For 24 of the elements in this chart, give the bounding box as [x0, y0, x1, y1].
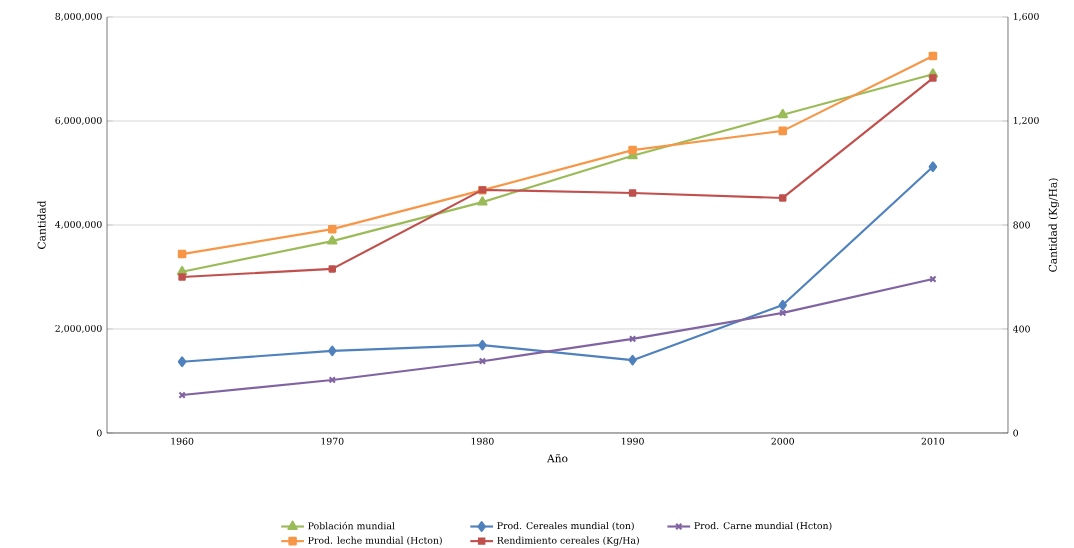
y-tick-label: 0	[96, 429, 102, 437]
x-tick-label: 1970	[321, 437, 344, 445]
y-tick-label: 6,000,000	[55, 116, 102, 126]
legend-label: Rendimiento cereales (Kg/Ha)	[497, 536, 639, 546]
y-axis-title: Cantidad	[37, 200, 46, 249]
y-tick-label: 2,000,000	[55, 324, 102, 334]
y-tick-label: 8,000,000	[55, 12, 102, 22]
x-axis-title: Año	[546, 453, 568, 463]
x-tick-label: 1980	[471, 437, 494, 445]
x-tick-label: 1990	[621, 437, 644, 445]
legend-label: Prod. Cereales mundial (ton)	[497, 521, 634, 531]
y2-tick-label: 1,600	[1013, 12, 1039, 22]
legend-label: Prod. leche mundial (Hcton)	[308, 536, 442, 546]
legend-label: Población mundial	[308, 521, 395, 530]
y2-tick-label: 0	[1013, 429, 1019, 437]
x-tick-label: 2000	[771, 437, 794, 445]
y2-axis-title: Cantidad (Kg/Ha)	[1048, 178, 1060, 272]
y-tick-label: 4,000,000	[55, 220, 102, 230]
x-tick-label: 1960	[171, 437, 194, 445]
legend-label: Prod. Carne mundial (Hcton)	[694, 521, 832, 531]
x-tick-label: 2010	[921, 437, 945, 445]
y2-tick-label: 400	[1013, 325, 1030, 333]
y2-tick-label: 800	[1013, 221, 1030, 229]
y2-tick-label: 1,200	[1013, 116, 1039, 126]
